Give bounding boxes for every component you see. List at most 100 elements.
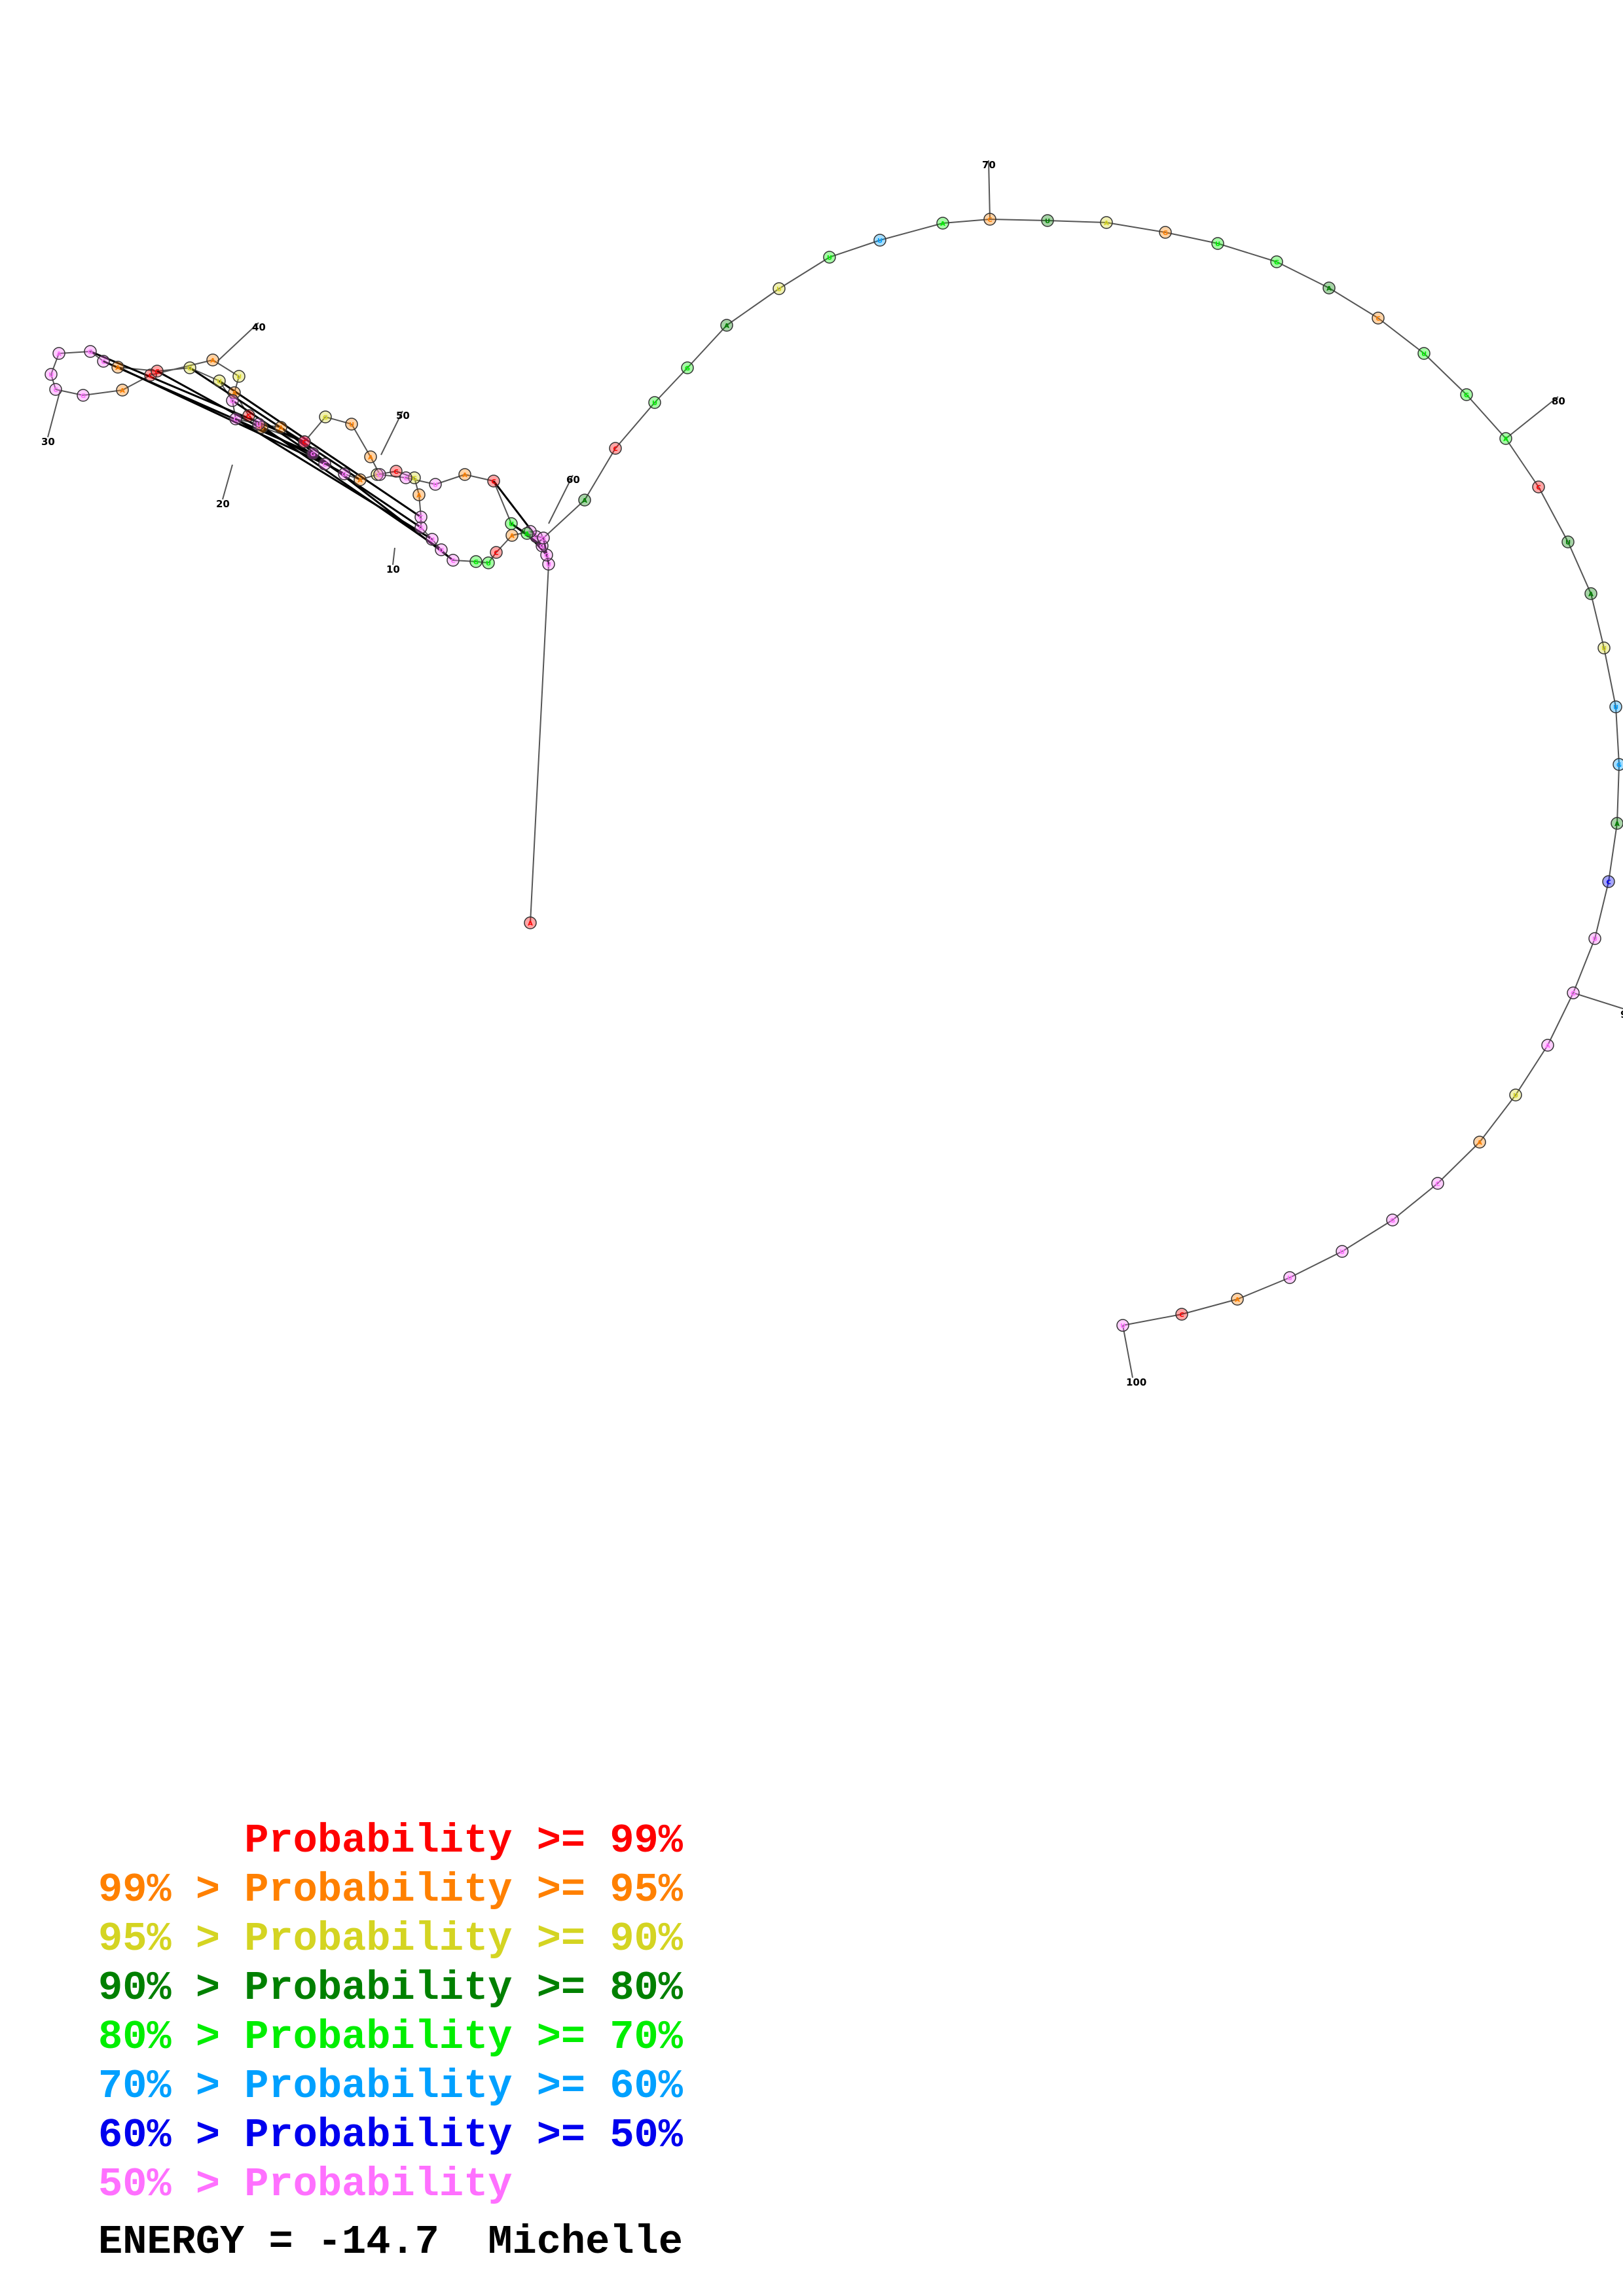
backbone-segment — [1328, 287, 1379, 319]
backbone-segment — [1237, 1277, 1290, 1300]
base-pair-bond — [235, 418, 433, 541]
svg-text:C: C — [233, 416, 238, 423]
svg-text:U: U — [433, 482, 438, 489]
backbone-segment — [1547, 992, 1574, 1046]
nucleotide: U — [45, 368, 58, 381]
svg-text:A: A — [416, 492, 422, 499]
nucleotide: C — [490, 546, 503, 559]
svg-text:G: G — [685, 365, 690, 372]
nucleotide: G — [681, 361, 694, 374]
backbone-segment — [1437, 1141, 1480, 1184]
svg-text:U: U — [1120, 1323, 1125, 1330]
svg-text:U: U — [1045, 218, 1050, 225]
backbone-segment — [1603, 647, 1616, 708]
nucleotide: U — [1116, 1319, 1129, 1332]
svg-text:U: U — [259, 425, 264, 432]
nucleotide: C — [298, 435, 311, 448]
nucleotide: C — [414, 511, 428, 524]
svg-text:C: C — [322, 461, 327, 469]
svg-text:A: A — [1614, 821, 1620, 828]
nucleotide: A — [458, 468, 471, 481]
base-pair-bond — [103, 360, 314, 455]
tick-line — [380, 410, 403, 456]
nucleotide: U — [1588, 932, 1601, 945]
nucleotide: G — [1270, 255, 1283, 268]
backbone-lines — [50, 219, 1620, 1326]
base-pair-bond — [219, 380, 422, 518]
svg-text:C: C — [155, 368, 159, 376]
svg-text:C: C — [418, 514, 423, 522]
svg-text:C: C — [528, 529, 532, 536]
backbone-segment — [50, 353, 60, 375]
nucleotide: A — [111, 361, 124, 374]
svg-text:G: G — [412, 475, 417, 482]
nucleotide: A — [1322, 281, 1336, 295]
svg-text:G: G — [1616, 762, 1622, 769]
backbone-segment — [122, 374, 151, 391]
backbone-segment — [1616, 764, 1620, 824]
tick-label: 80 — [1552, 395, 1565, 407]
nucleotide: G — [1460, 388, 1473, 401]
svg-text:A: A — [1326, 285, 1332, 293]
tick-label: 100 — [1126, 1376, 1146, 1388]
backbone-segment — [1466, 394, 1506, 439]
svg-text:G: G — [544, 552, 549, 560]
svg-text:G: G — [1571, 990, 1576, 997]
nucleotide: U — [1041, 214, 1054, 227]
svg-text:U: U — [1421, 351, 1427, 358]
backbone-segment — [687, 325, 727, 368]
svg-text:U: U — [256, 422, 261, 429]
svg-text:C: C — [613, 446, 617, 453]
nucleotide: U — [345, 418, 358, 431]
svg-text:G: G — [377, 472, 382, 479]
base-pair-lines — [90, 350, 550, 565]
svg-text:U: U — [236, 374, 242, 381]
nucleotide: A — [228, 386, 241, 399]
svg-text:C: C — [302, 439, 306, 446]
svg-text:A: A — [368, 454, 373, 461]
backbone-segment — [1608, 823, 1618, 882]
nucleotide: G — [242, 409, 255, 422]
nucleotide: U — [429, 478, 442, 491]
svg-text:G: G — [1464, 392, 1469, 399]
base-pair-bond — [156, 370, 345, 475]
backbone-segment — [1047, 220, 1107, 223]
tick-line — [47, 389, 61, 438]
nucleotide: U — [426, 533, 439, 546]
svg-text:U: U — [509, 521, 514, 528]
svg-text:U: U — [1592, 936, 1597, 943]
nucleotide: U — [1609, 700, 1622, 713]
nucleotide: A — [505, 529, 519, 542]
svg-text:A: A — [582, 497, 587, 505]
backbone-segment — [1590, 593, 1605, 649]
svg-text:G: G — [246, 413, 251, 420]
nucleotide: U — [1561, 535, 1575, 548]
backbone-segment — [418, 494, 422, 518]
svg-text:U: U — [877, 238, 883, 245]
nucleotide: G — [540, 548, 553, 562]
legend-entry: 80% > Probability >= 70% — [98, 2014, 683, 2060]
backbone-segment — [543, 499, 585, 539]
svg-text:C: C — [1435, 1181, 1440, 1188]
nucleotide: A — [52, 347, 65, 360]
nucleotide: C — [49, 383, 62, 396]
svg-text:U: U — [429, 537, 435, 544]
backbone-segment — [1538, 486, 1569, 543]
nucleotide: C — [144, 368, 157, 382]
nucleotide: U — [213, 374, 226, 387]
svg-text:A: A — [278, 425, 283, 432]
nucleotide: U — [435, 543, 448, 556]
svg-text:A: A — [724, 323, 729, 330]
svg-text:U: U — [439, 547, 444, 554]
backbone-segment — [1217, 243, 1277, 262]
svg-text:A: A — [120, 387, 125, 395]
svg-text:A: A — [462, 472, 467, 479]
svg-text:U: U — [1513, 1092, 1518, 1100]
backbone-segment — [50, 374, 56, 390]
tick-line — [217, 322, 259, 362]
svg-text:A: A — [1477, 1139, 1482, 1147]
nucleotide: G — [1386, 1213, 1399, 1227]
svg-text:G: G — [310, 451, 316, 458]
backbone-segment — [989, 219, 1048, 221]
